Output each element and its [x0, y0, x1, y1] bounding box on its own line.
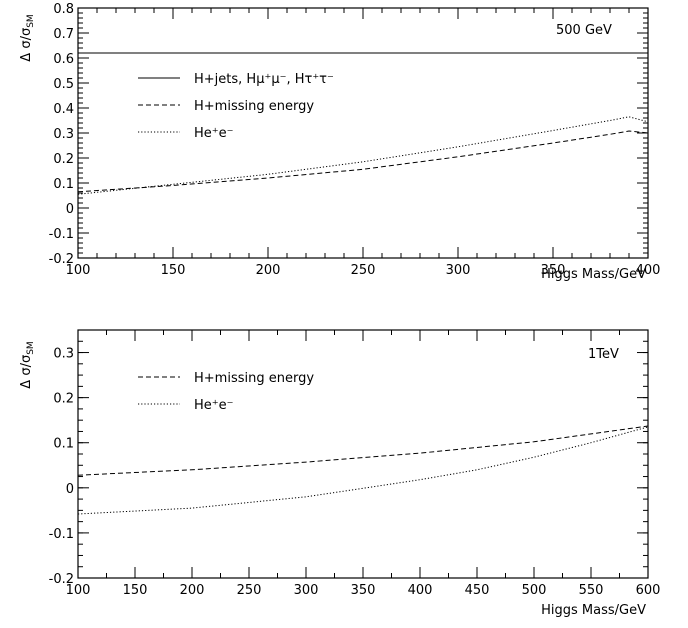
- panel-500gev-legend-label-dotted: He⁺e⁻: [194, 126, 234, 141]
- panel-500gev-y-tick-label: -0.1: [49, 227, 74, 242]
- panel-1tev-y-tick-label: 0.2: [53, 392, 74, 407]
- panel-1tev-x-tick-label: 250: [237, 583, 262, 598]
- panel-500gev-y-tick-label: 0.4: [53, 102, 74, 117]
- panel-1tev-series-dotted-line: [77, 426, 649, 515]
- panel-500gev-x-tick-label: 250: [351, 263, 376, 278]
- panel-1tev-y-tick-label: 0: [66, 482, 74, 497]
- panel-1tev-legend: H+missing energy He⁺e⁻: [138, 371, 314, 413]
- panel-500gev-y-tick-label: 0.5: [53, 77, 74, 92]
- panel-1tev: 100 150 200 250 300 350 400 450 500 550 600 -0.2 -0.…: [19, 329, 661, 618]
- panel-500gev-x-tick-label: 200: [256, 263, 281, 278]
- panel-500gev-x-tick-label: 400: [636, 263, 661, 278]
- panel-500gev: 100 150 200 250 300 350 400 -0.2 -0.1 0 0.1 0.2 0.3 0…: [19, 2, 660, 282]
- panel-1tev-y-tick-label: 0.1: [53, 437, 74, 452]
- panel-1tev-y-tick-label: 0.3: [53, 347, 74, 362]
- panel-500gev-x-tick-label: 100: [66, 263, 91, 278]
- panel-500gev-y-tick-label: 0.8: [53, 2, 74, 17]
- panel-1tev-x-tick-label: 450: [465, 583, 490, 598]
- panel-1tev-series-dashed-line: [77, 425, 649, 476]
- panel-500gev-x-tick-label: 150: [161, 263, 186, 278]
- panel-1tev-frame: [77, 329, 649, 579]
- panel-1tev-legend-label-dashed: H+missing energy: [194, 371, 314, 386]
- panel-1tev-x-tick-label: 500: [522, 583, 547, 598]
- panel-500gev-y-tick-label: 0.2: [53, 152, 74, 167]
- panel-1tev-x-tick-label: 600: [636, 583, 661, 598]
- panel-500gev-series: [77, 52, 649, 195]
- panel-500gev-y-tick-label: 0.1: [53, 177, 74, 192]
- panel-1tev-energy-annotation: 1TeV: [588, 347, 619, 362]
- panel-500gev-legend-label-dashed: H+missing energy: [194, 99, 314, 114]
- panel-500gev-y-tick-label: 0: [66, 202, 74, 217]
- panel-500gev-legend-label-solid: H+jets, Hμ⁺μ⁻, Hτ⁺τ⁻: [194, 72, 334, 87]
- panel-1tev-ticks: [77, 329, 649, 579]
- panel-1tev-y-tick-label: -0.2: [49, 572, 74, 587]
- panel-500gev-tick-labels: 100 150 200 250 300 350 400 -0.2 -0.1 0 0.1 0.2 0.3 0…: [49, 2, 661, 278]
- panel-500gev-legend: H+jets, Hμ⁺μ⁻, Hτ⁺τ⁻ H+missing energy He⁺e…: [138, 72, 334, 141]
- panel-500gev-x-tick-label: 350: [541, 263, 566, 278]
- panel-1tev-x-tick-label: 300: [294, 583, 319, 598]
- panel-500gev-y-tick-label: -0.2: [49, 252, 74, 267]
- panel-1tev-y-axis-label: Δ σ/σSM: [19, 341, 36, 388]
- panel-1tev-series: [77, 425, 649, 515]
- panel-500gev-series-dashed-line: [77, 130, 649, 193]
- panel-1tev-legend-label-dotted: He⁺e⁻: [194, 398, 234, 413]
- panel-1tev-y-tick-label: -0.1: [49, 527, 74, 542]
- panel-1tev-x-tick-label: 150: [123, 583, 148, 598]
- panel-500gev-y-axis-label: Δ σ/σSM: [19, 14, 36, 61]
- panel-500gev-y-tick-label: 0.6: [53, 52, 74, 67]
- panel-1tev-x-tick-label: 350: [351, 583, 376, 598]
- panel-500gev-series-dotted-line: [77, 116, 649, 195]
- panel-1tev-x-axis-label: Higgs Mass/GeV: [541, 603, 646, 618]
- panel-1tev-x-tick-label: 200: [180, 583, 205, 598]
- panel-500gev-y-tick-label: 0.7: [53, 27, 74, 42]
- panel-500gev-x-tick-label: 300: [446, 263, 471, 278]
- panel-500gev-x-axis-label: Higgs Mass/GeV: [541, 267, 646, 282]
- panel-500gev-y-tick-label: 0.3: [53, 127, 74, 142]
- panel-500gev-frame: [77, 7, 649, 259]
- panel-1tev-x-tick-label: 400: [408, 583, 433, 598]
- panel-500gev-ticks: [77, 7, 649, 259]
- panel-1tev-x-tick-label: 550: [579, 583, 604, 598]
- panel-1tev-tick-labels: 100 150 200 250 300 350 400 450 500 550 600 -0.2 -0.…: [49, 347, 661, 598]
- panel-500gev-energy-annotation: 500 GeV: [556, 23, 612, 38]
- panel-1tev-x-tick-label: 100: [66, 583, 91, 598]
